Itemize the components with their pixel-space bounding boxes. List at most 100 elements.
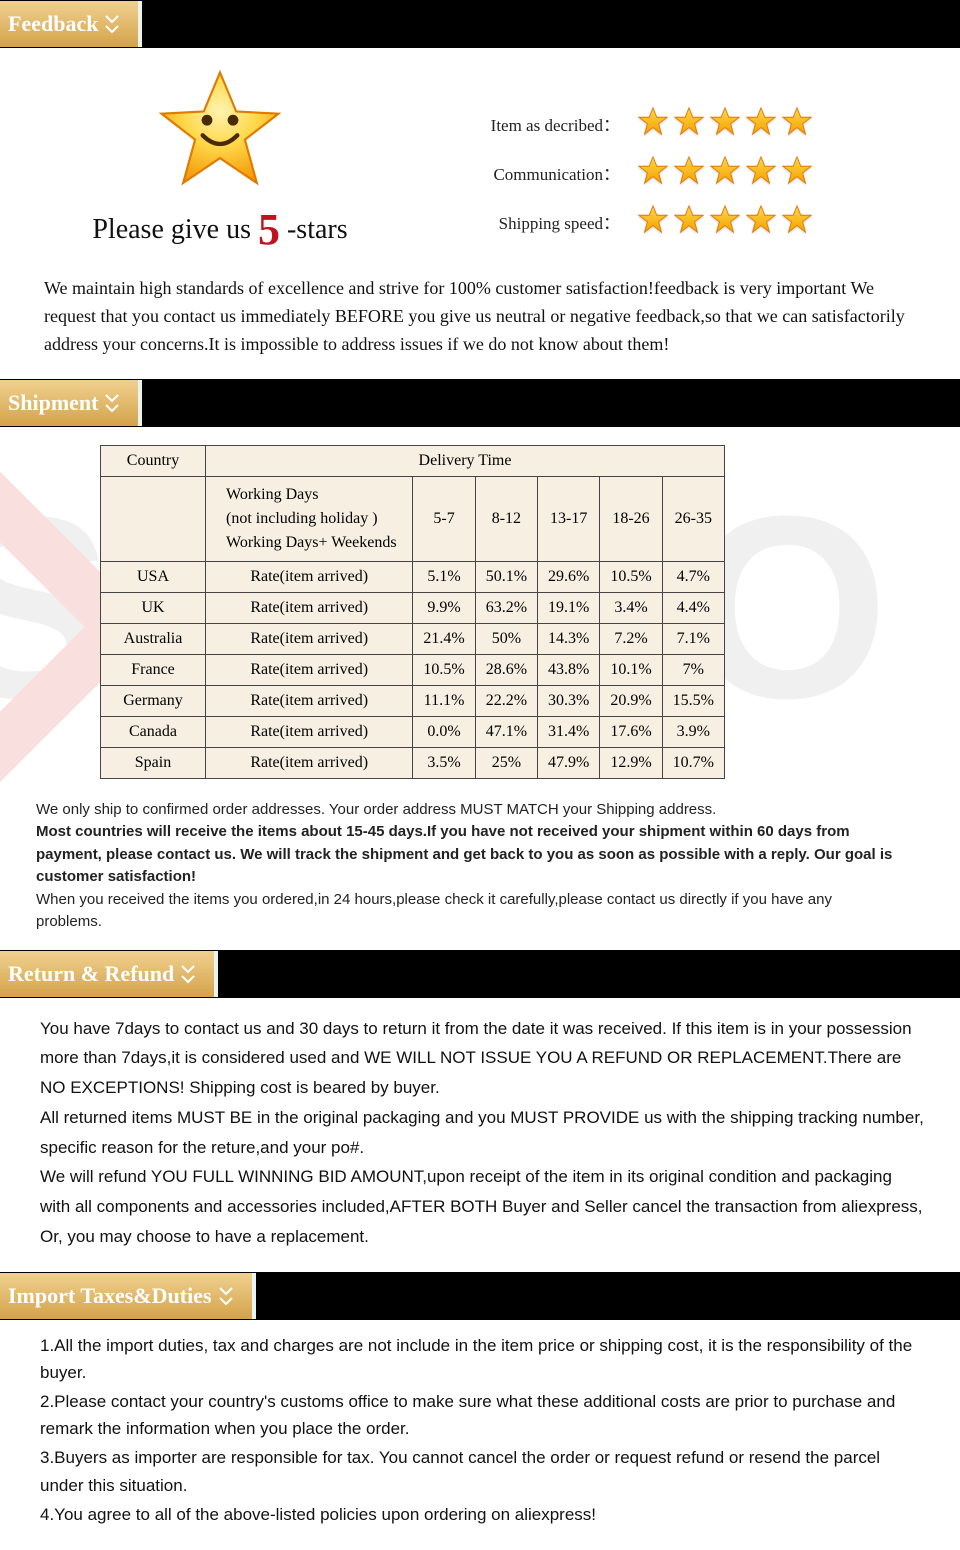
- feedback-body: Please give us 5 -stars Item as decribed…: [0, 48, 960, 265]
- cell-value: 21.4%: [413, 623, 475, 654]
- th-delivery: Delivery Time: [206, 445, 725, 476]
- table-row: USARate(item arrived)5.1%50.1%29.6%10.5%…: [101, 561, 725, 592]
- please-suffix: -stars: [280, 214, 348, 245]
- cell-value: 10.5%: [600, 561, 662, 592]
- cell-value: 7.1%: [662, 623, 724, 654]
- rating-row: Shipping speed：: [460, 204, 920, 239]
- chevron-down-icon: [180, 964, 196, 984]
- cell-value: 17.6%: [600, 716, 662, 747]
- rating-label: Item as decribed：: [460, 111, 620, 136]
- cell-range-2: 13-17: [538, 476, 600, 561]
- cell-rate-label: Rate(item arrived): [206, 592, 413, 623]
- star-icon: [710, 106, 740, 141]
- cell-value: 43.8%: [538, 654, 600, 685]
- cell-value: 50.1%: [475, 561, 537, 592]
- th-country: Country: [101, 445, 206, 476]
- star-icon: [710, 204, 740, 239]
- star-icon: [782, 106, 812, 141]
- please-prefix: Please give us: [92, 214, 258, 245]
- cell-value: 19.1%: [538, 592, 600, 623]
- star-icon: [674, 204, 704, 239]
- tab-return: Return & Refund: [0, 951, 218, 997]
- taxes-item-3: 3.Buyers as importer are responsible for…: [40, 1444, 924, 1498]
- cell-value: 3.4%: [600, 592, 662, 623]
- cell-value: 63.2%: [475, 592, 537, 623]
- cell-rate-label: Rate(item arrived): [206, 685, 413, 716]
- rating-row: Item as decribed：: [460, 106, 920, 141]
- cell-value: 22.2%: [475, 685, 537, 716]
- ship-note-1: We only ship to confirmed order addresse…: [36, 799, 900, 822]
- cell-value: 15.5%: [662, 685, 724, 716]
- rating-stars: [638, 204, 812, 239]
- feedback-left: Please give us 5 -stars: [40, 66, 400, 255]
- cell-value: 7%: [662, 654, 724, 685]
- star-icon: [782, 155, 812, 190]
- rating-stars: [638, 106, 812, 141]
- smiley-star-icon: [155, 66, 285, 196]
- please-text: Please give us 5 -stars: [92, 204, 347, 255]
- section-header-feedback: Feedback: [0, 0, 960, 48]
- section-header-return: Return & Refund: [0, 950, 960, 998]
- rating-row: Communication：: [460, 155, 920, 190]
- cell-value: 12.9%: [600, 747, 662, 778]
- taxes-item-4: 4.You agree to all of the above-listed p…: [40, 1501, 924, 1528]
- delivery-table: Country Delivery Time Working Days(not i…: [100, 445, 725, 779]
- cell-range-1: 8-12: [475, 476, 537, 561]
- cell-value: 47.9%: [538, 747, 600, 778]
- section-header-taxes: Import Taxes&Duties: [0, 1272, 960, 1320]
- cell-value: 4.7%: [662, 561, 724, 592]
- chevron-down-icon: [218, 1286, 234, 1306]
- table-row: SpainRate(item arrived)3.5%25%47.9%12.9%…: [101, 747, 725, 778]
- please-five: 5: [258, 205, 280, 254]
- taxes-item-2: 2.Please contact your country's customs …: [40, 1388, 924, 1442]
- cell-workdays: Working Days(not including holiday )Work…: [206, 476, 413, 561]
- cell-rate-label: Rate(item arrived): [206, 747, 413, 778]
- cell-blank: [101, 476, 206, 561]
- rating-stars: [638, 155, 812, 190]
- cell-country: Australia: [101, 623, 206, 654]
- cell-value: 29.6%: [538, 561, 600, 592]
- section-header-shipment: Shipment: [0, 379, 960, 427]
- tab-shipment-label: Shipment: [8, 390, 98, 416]
- star-icon: [746, 106, 776, 141]
- cell-rate-label: Rate(item arrived): [206, 561, 413, 592]
- table-row: CanadaRate(item arrived)0.0%47.1%31.4%17…: [101, 716, 725, 747]
- cell-value: 50%: [475, 623, 537, 654]
- cell-value: 10.1%: [600, 654, 662, 685]
- star-icon: [674, 106, 704, 141]
- cell-value: 9.9%: [413, 592, 475, 623]
- cell-value: 20.9%: [600, 685, 662, 716]
- cell-value: 11.1%: [413, 685, 475, 716]
- cell-value: 0.0%: [413, 716, 475, 747]
- cell-country: Germany: [101, 685, 206, 716]
- workdays-line: Working Days+ Weekends: [226, 534, 397, 551]
- ship-note-2: Most countries will receive the items ab…: [36, 821, 900, 889]
- rating-label: Communication：: [460, 160, 620, 185]
- star-icon: [710, 155, 740, 190]
- cell-country: Spain: [101, 747, 206, 778]
- star-icon: [674, 155, 704, 190]
- star-icon: [782, 204, 812, 239]
- chevron-down-icon: [104, 14, 120, 34]
- return-p2: All returned items MUST BE in the origin…: [40, 1103, 924, 1163]
- cell-country: France: [101, 654, 206, 685]
- star-icon: [746, 155, 776, 190]
- return-p3: We will refund YOU FULL WINNING BID AMOU…: [40, 1162, 924, 1251]
- star-icon: [746, 204, 776, 239]
- star-icon: [638, 106, 668, 141]
- cell-value: 25%: [475, 747, 537, 778]
- tab-taxes: Import Taxes&Duties: [0, 1273, 256, 1319]
- shipment-wrap: SMOTO Country Delivery Time Working Days…: [0, 427, 960, 799]
- table-row: FranceRate(item arrived)10.5%28.6%43.8%1…: [101, 654, 725, 685]
- table-row: GermanyRate(item arrived)11.1%22.2%30.3%…: [101, 685, 725, 716]
- cell-rate-label: Rate(item arrived): [206, 654, 413, 685]
- cell-rate-label: Rate(item arrived): [206, 623, 413, 654]
- cell-value: 10.7%: [662, 747, 724, 778]
- taxes-item-1: 1.All the import duties, tax and charges…: [40, 1332, 924, 1386]
- cell-country: USA: [101, 561, 206, 592]
- tab-feedback: Feedback: [0, 1, 142, 47]
- rating-label: Shipping speed：: [460, 209, 620, 234]
- cell-value: 5.1%: [413, 561, 475, 592]
- cell-value: 4.4%: [662, 592, 724, 623]
- star-icon: [638, 204, 668, 239]
